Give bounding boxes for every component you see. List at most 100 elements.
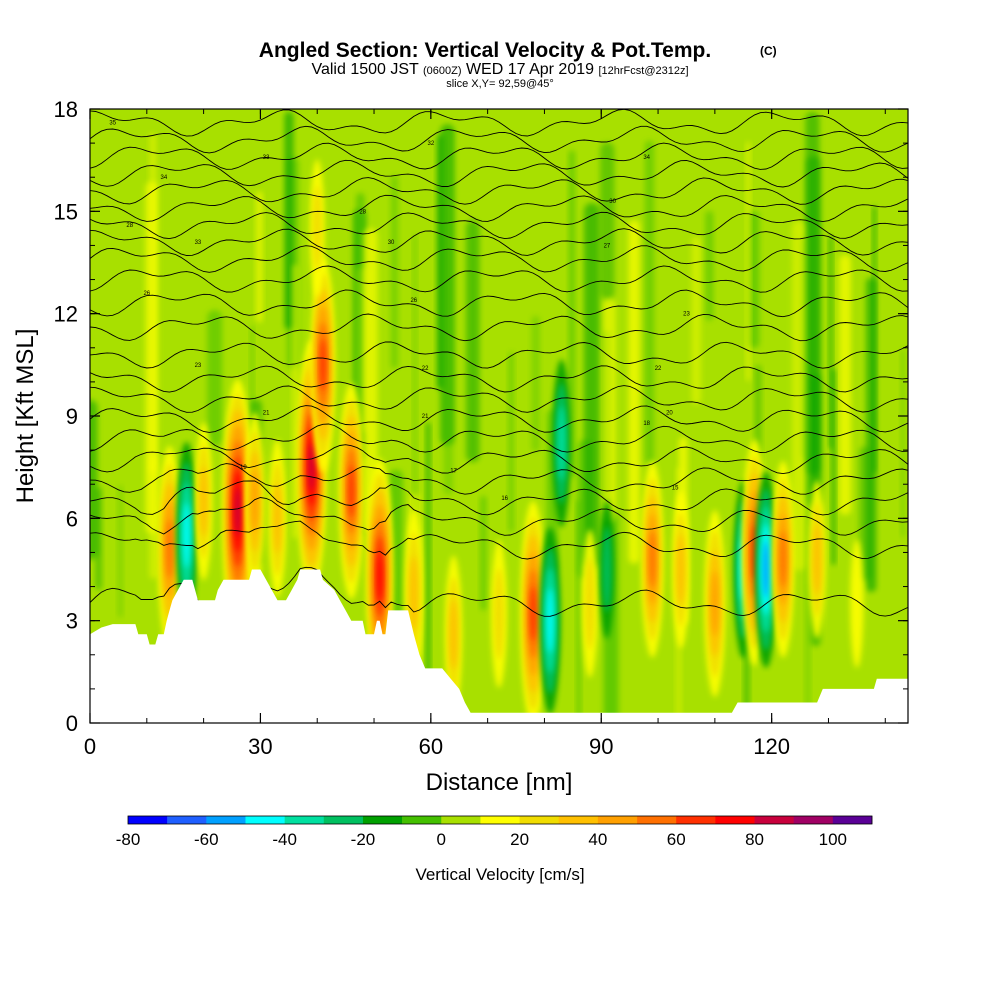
texture-band	[256, 191, 263, 323]
plot-area: 35 33 32 34 34 28 30 28 33 30 27 26 26 23 23 22 22 21 21 20…	[90, 109, 908, 723]
isentrope-line	[90, 365, 908, 393]
colorbar-swatch	[362, 816, 403, 824]
texture-band	[828, 235, 833, 449]
velocity-core	[599, 500, 615, 639]
isentrope-label: 22	[422, 366, 429, 372]
isentrope-label: 30	[609, 199, 616, 205]
chart-title: Angled Section: Vertical Velocity & Pot.…	[259, 39, 711, 62]
velocity-core	[309, 159, 325, 298]
colorbar-swatch	[597, 816, 638, 824]
texture-band	[644, 140, 655, 464]
x-axis-label: Distance [nm]	[426, 769, 573, 796]
colorbar-swatch	[793, 816, 834, 824]
velocity-contour	[312, 185, 322, 271]
isentrope-line	[90, 520, 908, 560]
isentrope-label: 28	[126, 223, 133, 229]
colorbar-swatch	[676, 816, 716, 824]
velocity-contour	[762, 541, 770, 598]
velocity-core	[704, 510, 726, 698]
texture-band	[466, 220, 480, 463]
texture-band	[854, 228, 863, 400]
velocity-contour	[409, 556, 418, 631]
texture-band	[508, 352, 514, 533]
slice-info: slice X,Y= 92,59@45°	[446, 78, 554, 90]
isentrope-line	[90, 385, 908, 413]
velocity-core	[268, 439, 286, 598]
velocity-contour	[602, 526, 612, 613]
texture-band	[425, 422, 431, 723]
colorbar-swatch	[519, 816, 560, 824]
colorbar-frame	[127, 815, 873, 825]
colorbar-swatch	[480, 816, 520, 824]
velocity-contour	[182, 502, 191, 568]
colorbar-tick-label: -40	[272, 830, 297, 849]
velocity-core	[539, 527, 561, 715]
texture-band	[603, 298, 616, 523]
isentrope-line	[90, 194, 908, 223]
colorbar-swatch	[715, 816, 755, 824]
velocity-contour	[711, 571, 719, 637]
velocity-contour	[557, 406, 566, 481]
subtitle-utc: (0600Z)	[423, 65, 462, 77]
isentrope-label: 27	[604, 243, 611, 249]
isentrope-label: 19	[240, 465, 247, 471]
velocity-core	[491, 539, 507, 688]
velocity-contour	[779, 531, 787, 588]
colorbar-swatch	[128, 816, 168, 824]
colorbar-tick-label: 60	[667, 830, 686, 849]
isentrope-line	[90, 444, 908, 475]
isentrope-label: 23	[195, 363, 202, 369]
velocity-core	[672, 490, 690, 649]
texture-band	[866, 277, 877, 593]
y-tick-label: 3	[66, 609, 78, 634]
isentrope-line	[90, 405, 908, 433]
texture-band	[839, 254, 852, 515]
isentrope-label: 18	[643, 421, 650, 427]
x-tick-label: 90	[589, 734, 613, 759]
colorbar-swatch	[754, 816, 794, 824]
isentrope-line	[90, 497, 908, 536]
x-tick-label: 30	[248, 734, 272, 759]
isentrope-label: 21	[422, 414, 429, 420]
y-tick-label: 0	[66, 711, 78, 736]
velocity-contour	[494, 568, 504, 660]
velocity-core	[245, 412, 265, 590]
axes: 0 30 60 90 120 0 3 6 9 12 15 18	[54, 97, 908, 759]
isentrope-line	[90, 313, 908, 342]
x-tick-label: 0	[84, 734, 96, 759]
velocity-contour	[234, 486, 241, 537]
colorbar-swatch	[245, 816, 285, 824]
y-tick-label: 15	[54, 199, 78, 224]
isentrope-line	[90, 159, 908, 188]
isentrope-label: 23	[683, 312, 690, 318]
chart-title-tag: (C)	[760, 44, 777, 58]
velocity-core	[552, 359, 571, 528]
isentrope-line	[90, 177, 908, 205]
isentrope-line	[90, 463, 908, 495]
velocity-contour	[649, 531, 656, 588]
isentrope-label: 26	[410, 298, 417, 304]
texture-band	[576, 499, 582, 723]
texture-band	[443, 126, 454, 495]
velocity-contour	[813, 524, 821, 595]
isentrope-label: 33	[195, 240, 202, 246]
isentrope-label: 28	[359, 209, 366, 215]
colorbar-tick-label: 40	[588, 830, 607, 849]
velocity-contour	[308, 443, 315, 491]
velocity-contour	[251, 470, 259, 533]
velocity-core	[808, 480, 826, 639]
texture-band	[95, 487, 102, 590]
y-axis-label: Height [Kft MSL]	[12, 329, 39, 504]
isentrope-line	[90, 289, 908, 318]
texture-band	[805, 392, 811, 723]
isentrope-line	[90, 228, 908, 256]
texture-band	[126, 231, 140, 529]
isentrope-line	[90, 211, 908, 240]
isentrope-label: 15	[672, 486, 679, 492]
velocity-contour	[348, 464, 355, 518]
isentrope-label: 22	[655, 366, 662, 372]
colorbar-tick-label: 20	[510, 830, 529, 849]
texture-band	[900, 349, 906, 538]
colorbar-swatch	[402, 816, 442, 824]
